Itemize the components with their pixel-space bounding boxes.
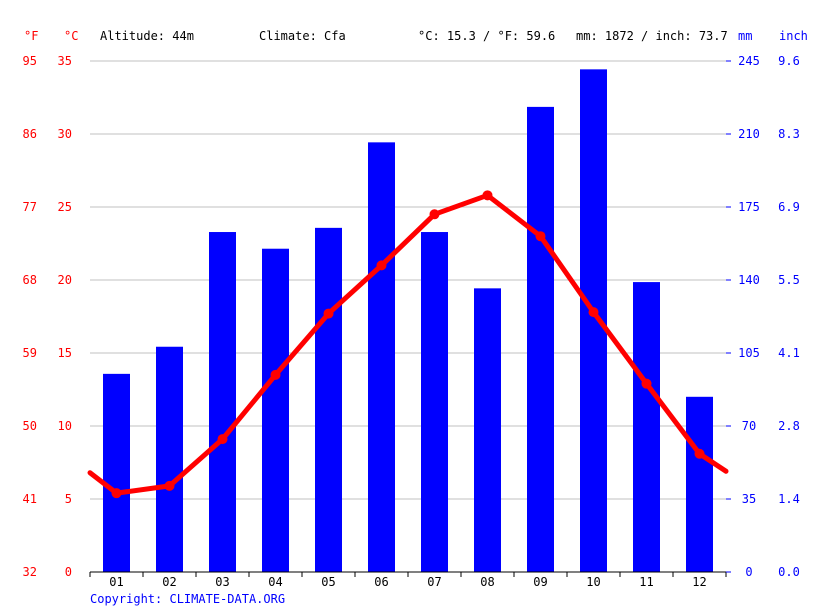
precip-bar-04: [262, 248, 289, 572]
climate-label: Climate: Cfa: [259, 29, 346, 43]
temp-point-09: [535, 231, 546, 242]
temp-point-06: [376, 260, 387, 271]
y-left-c-tick-label: 35: [58, 54, 72, 68]
y-right-mm-tick-label: 0: [745, 565, 752, 579]
y-right-mm-tick-label: 70: [742, 419, 756, 433]
x-tick-label: 05: [321, 575, 335, 589]
y-right-inch-tick-label: 9.6: [778, 54, 800, 68]
y-right-inch-tick-label: 8.3: [778, 127, 800, 141]
y-left-c-tick-label: 10: [58, 419, 72, 433]
x-tick-label: 10: [586, 575, 600, 589]
gridlines: [90, 60, 726, 500]
y-left-f-tick-label: 50: [23, 419, 37, 433]
temp-point-01: [111, 488, 122, 499]
precip-bar-06: [368, 142, 395, 573]
y-right-mm-tick-label: 35: [742, 492, 756, 506]
temp-point-12: [694, 448, 705, 459]
y-left-c-tick-label: 20: [58, 273, 72, 287]
y-right-inch-tick-label: 6.9: [778, 200, 800, 214]
temp-point-11: [641, 378, 652, 389]
x-tick-label: 08: [480, 575, 494, 589]
x-tick-label: 11: [639, 575, 653, 589]
x-tick-label: 12: [692, 575, 706, 589]
altitude-label: Altitude: 44m: [100, 29, 194, 43]
y-left-f-tick-label: 59: [23, 346, 37, 360]
y-left-f-tick-label: 95: [23, 54, 37, 68]
temp-point-05: [323, 308, 334, 319]
unit-mm-label: mm: [738, 29, 752, 43]
temp-point-02: [164, 480, 175, 491]
y-right-mm-tick-label: 175: [738, 200, 760, 214]
y-left-f-tick-label: 86: [23, 127, 37, 141]
x-tick-label: 03: [215, 575, 229, 589]
y-right-mm-tick-label: 105: [738, 346, 760, 360]
y-left-c-tick-label: 5: [65, 492, 72, 506]
y-right-inch-tick-label: 2.8: [778, 419, 800, 433]
y-left-c-tick-label: 15: [58, 346, 72, 360]
y-left-f-tick-label: 41: [23, 492, 37, 506]
precip-bar-12: [686, 396, 713, 572]
y-right-inch-tick-label: 5.5: [778, 273, 800, 287]
total-precipitation-label: mm: 1872 / inch: 73.7: [576, 29, 728, 43]
precip-bar-08: [474, 288, 501, 572]
y-right-inch-tick-label: 1.4: [778, 492, 800, 506]
temperature-series-line: [87, 192, 729, 496]
chart-header: °F °C Altitude: 44m Climate: Cfa °C: 15.…: [24, 29, 808, 43]
y-left-c-tick-label: 30: [58, 127, 72, 141]
y-right-mm-tick-label: 140: [738, 273, 760, 287]
x-tick-label: 02: [162, 575, 176, 589]
copyright-link[interactable]: Copyright: CLIMATE-DATA.ORG: [90, 592, 286, 606]
precipitation-bars: [103, 69, 713, 573]
y-left-f-tick-label: 68: [23, 273, 37, 287]
axes: [89, 60, 731, 577]
temp-point-07: [429, 209, 440, 220]
precip-bar-10: [580, 69, 607, 572]
y-right-inch-tick-label: 0.0: [778, 565, 800, 579]
temp-point-04: [270, 369, 281, 380]
precip-bar-01: [103, 373, 130, 572]
tick-labels: 01 02 03 04 05 06 07 08 09 10 11 12 32 0 0 0.0 41 5 35 1.4 5…: [23, 54, 800, 589]
y-right-inch-tick-label: 4.1: [778, 346, 800, 360]
unit-inch-label: inch: [779, 29, 808, 43]
precip-bar-11: [633, 282, 660, 572]
precip-bar-07: [421, 232, 448, 572]
y-right-mm-tick-label: 245: [738, 54, 760, 68]
y-left-f-tick-label: 32: [23, 565, 37, 579]
y-left-f-tick-label: 77: [23, 200, 37, 214]
x-tick-label: 06: [374, 575, 388, 589]
x-tick-label: 01: [109, 575, 123, 589]
temp-point-08: [482, 190, 493, 201]
average-temperature-label: °C: 15.3 / °F: 59.6: [418, 29, 555, 43]
y-left-c-tick-label: 0: [65, 565, 72, 579]
unit-c-label: °C: [64, 29, 78, 43]
x-tick-label: 04: [268, 575, 282, 589]
unit-f-label: °F: [24, 29, 38, 43]
precip-bar-03: [209, 232, 236, 572]
y-left-c-tick-label: 25: [58, 200, 72, 214]
precip-bar-02: [156, 346, 183, 572]
temp-point-03: [217, 434, 228, 445]
precip-bar-05: [315, 227, 342, 572]
y-right-mm-tick-label: 210: [738, 127, 760, 141]
x-tick-label: 09: [533, 575, 547, 589]
x-tick-label: 07: [427, 575, 441, 589]
temp-point-10: [588, 307, 599, 318]
precip-bar-09: [527, 106, 554, 572]
temperature-line: [87, 190, 729, 499]
